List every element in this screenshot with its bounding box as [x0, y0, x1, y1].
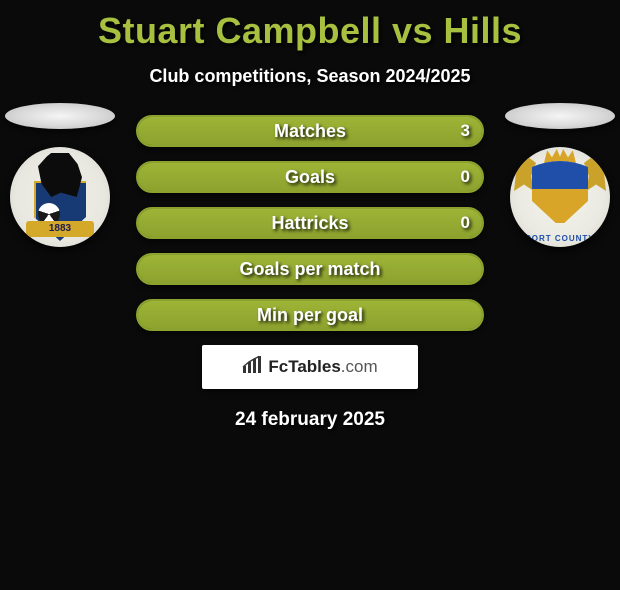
stat-bar: Goals0	[136, 161, 484, 193]
stat-bars: Matches3Goals0Hattricks0Goals per matchM…	[136, 115, 484, 331]
left-ellipse-platform	[5, 103, 115, 129]
stat-label: Matches	[138, 117, 482, 145]
branding-name: FcTables	[268, 357, 340, 376]
stat-label: Goals per match	[138, 255, 482, 283]
branding-badge: FcTables.com	[202, 345, 418, 389]
branding-domain: .com	[341, 357, 378, 376]
stat-right-value: 3	[461, 117, 470, 145]
crown-icon	[544, 149, 576, 163]
right-ellipse-platform	[505, 103, 615, 129]
stat-right-value: 0	[461, 163, 470, 191]
branding-text: FcTables.com	[268, 357, 377, 377]
date-text: 24 february 2025	[0, 409, 620, 431]
stat-label: Hattricks	[138, 209, 482, 237]
comparison-body: 1883 ·PORT COUNTY· Matches3Goals0Hattric…	[0, 115, 620, 431]
right-team-crest: ·PORT COUNTY·	[510, 147, 610, 247]
stat-right-value: 0	[461, 209, 470, 237]
stat-label: Goals	[138, 163, 482, 191]
stat-label: Min per goal	[138, 301, 482, 329]
shield-icon	[532, 161, 588, 223]
page-subtitle: Club competitions, Season 2024/2025	[0, 66, 620, 87]
left-team-crest: 1883	[10, 147, 110, 247]
left-team-year: 1883	[26, 221, 94, 237]
pirate-silhouette-icon	[38, 153, 82, 197]
right-team-block: ·PORT COUNTY·	[500, 103, 620, 247]
stat-bar: Min per goal	[136, 299, 484, 331]
right-team-text: ·PORT COUNTY·	[514, 234, 606, 243]
left-team-block: 1883	[0, 103, 120, 247]
stat-bar: Goals per match	[136, 253, 484, 285]
stat-bar: Matches3	[136, 115, 484, 147]
page-title: Stuart Campbell vs Hills	[0, 10, 620, 52]
stat-bar: Hattricks0	[136, 207, 484, 239]
bar-chart-icon	[242, 356, 262, 379]
